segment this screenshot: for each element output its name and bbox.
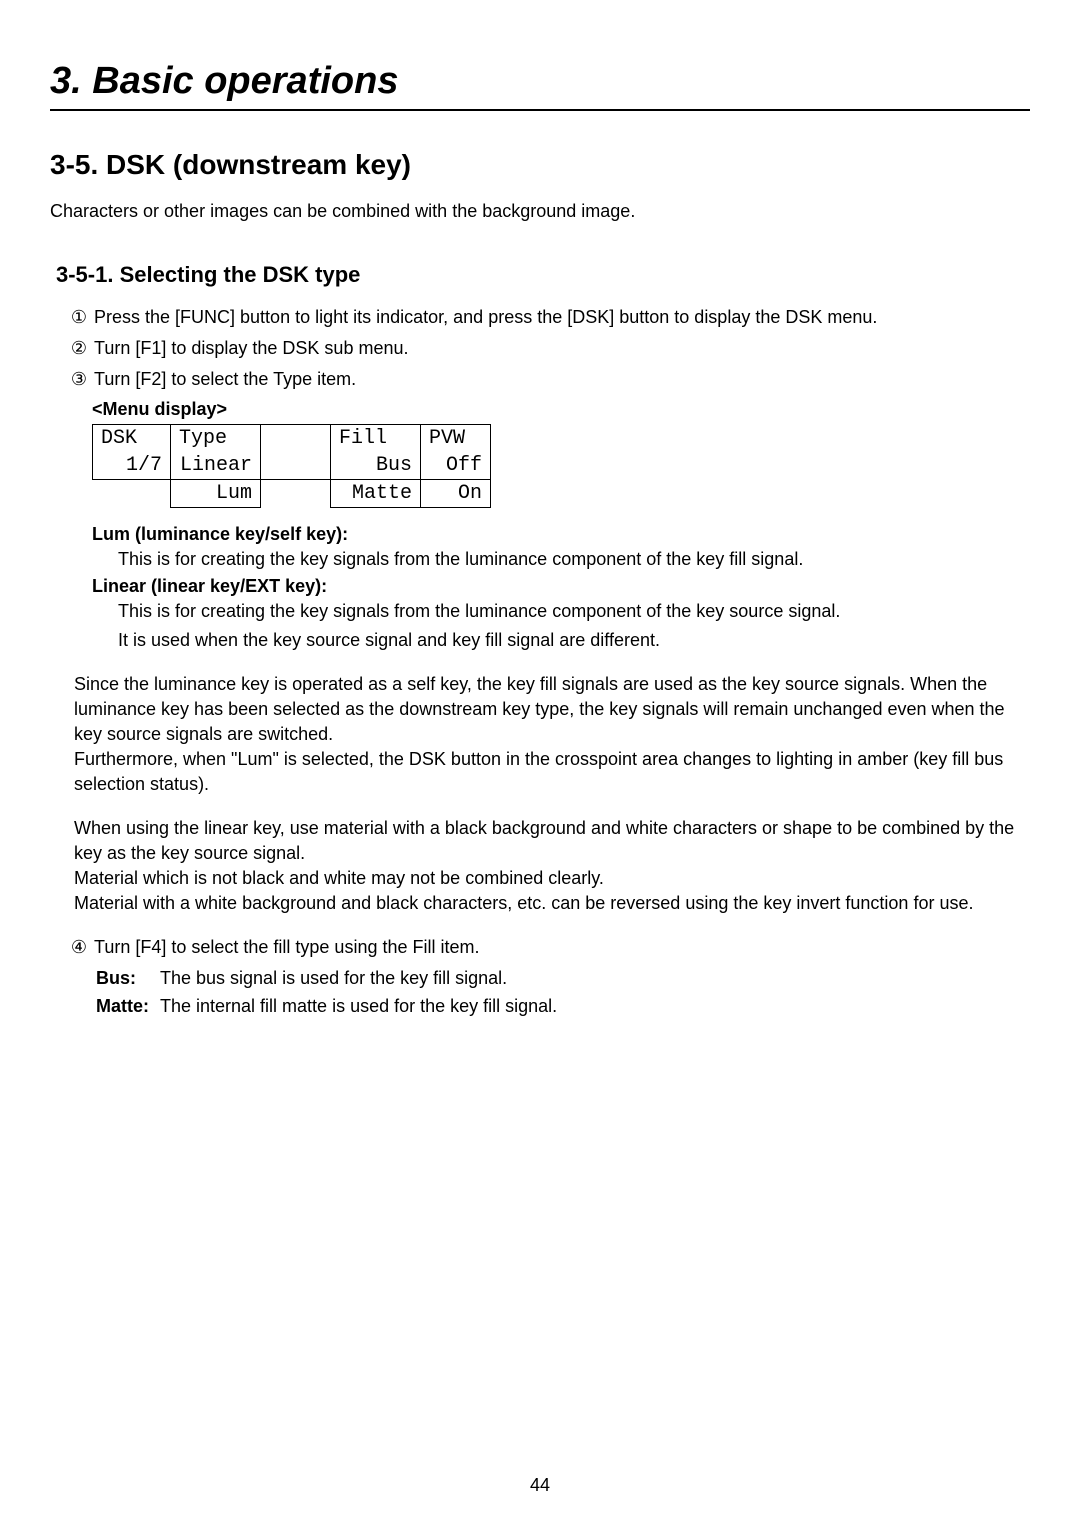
lum-body: This is for creating the key signals fro… [118,547,1030,572]
para1b: Furthermore, when "Lum" is selected, the… [74,749,1003,794]
menu-r2c3 [261,452,331,480]
para2b: Material which is not black and white ma… [74,868,604,888]
step-3-num: ③ [68,366,90,393]
fill-bus-label: Bus: [96,965,160,993]
step-1-text: Press the [FUNC] button to light its ind… [94,304,877,331]
step-2-num: ② [68,335,90,362]
step-2-text: Turn [F1] to display the DSK sub menu. [94,335,408,362]
linear-body-1: This is for creating the key signals fro… [118,599,1030,624]
step-2: ② Turn [F1] to display the DSK sub menu. [68,335,1030,362]
menu-r1c2: Type [171,425,261,453]
chapter-title: 3. Basic operations [50,60,1030,111]
fill-matte-label: Matte: [96,993,160,1021]
menu-r2c1: 1/7 [93,452,171,480]
para2a: When using the linear key, use material … [74,818,1014,863]
menu-r2c2: Linear [171,452,261,480]
step-3-text: Turn [F2] to select the Type item. [94,366,356,393]
menu-r3c5: On [421,480,491,508]
menu-r3c3 [261,480,331,508]
menu-r2c5: Off [421,452,491,480]
page-number: 44 [0,1475,1080,1496]
menu-r2c4: Bus [331,452,421,480]
lum-key-label: Lum (luminance key/self key): [92,524,1030,545]
menu-r3c4: Matte [331,480,421,508]
fill-bus-row: Bus: The bus signal is used for the key … [96,965,1030,1021]
menu-r1c4: Fill [331,425,421,453]
para1a: Since the luminance key is operated as a… [74,674,1005,744]
intro-text: Characters or other images can be combin… [50,201,1030,222]
fill-bus-text: The bus signal is used for the key fill … [160,965,507,993]
fill-matte-text: The internal fill matte is used for the … [160,993,557,1021]
section-title: 3-5. DSK (downstream key) [50,149,1030,181]
subsection-title: 3-5-1. Selecting the DSK type [56,262,1030,288]
menu-r1c5: PVW [421,425,491,453]
menu-r3c1 [93,480,171,508]
paragraph-1: Since the luminance key is operated as a… [74,672,1020,798]
para2c: Material with a white background and bla… [74,893,973,913]
step-4-num: ④ [68,934,90,961]
menu-display-label: <Menu display> [92,399,1030,420]
paragraph-2: When using the linear key, use material … [74,816,1020,917]
steps-list-2: ④ Turn [F4] to select the fill type usin… [68,934,1030,961]
steps-list: ① Press the [FUNC] button to light its i… [68,304,1030,393]
menu-r1c3 [261,425,331,453]
step-3: ③ Turn [F2] to select the Type item. [68,366,1030,393]
step-1-num: ① [68,304,90,331]
linear-label: Linear (linear key/EXT key): [92,576,327,596]
step-4-text: Turn [F4] to select the fill type using … [94,934,480,961]
menu-display-table: DSK Type Fill PVW 1/7 Linear Bus Off Lum… [92,424,491,508]
linear-body-2: It is used when the key source signal an… [118,628,1030,653]
lum-label: Lum (luminance key/self key): [92,524,348,544]
menu-r3c2: Lum [171,480,261,508]
step-1: ① Press the [FUNC] button to light its i… [68,304,1030,331]
step-4: ④ Turn [F4] to select the fill type usin… [68,934,1030,961]
linear-key-label: Linear (linear key/EXT key): [92,576,1030,597]
menu-r1c1: DSK [93,425,171,453]
